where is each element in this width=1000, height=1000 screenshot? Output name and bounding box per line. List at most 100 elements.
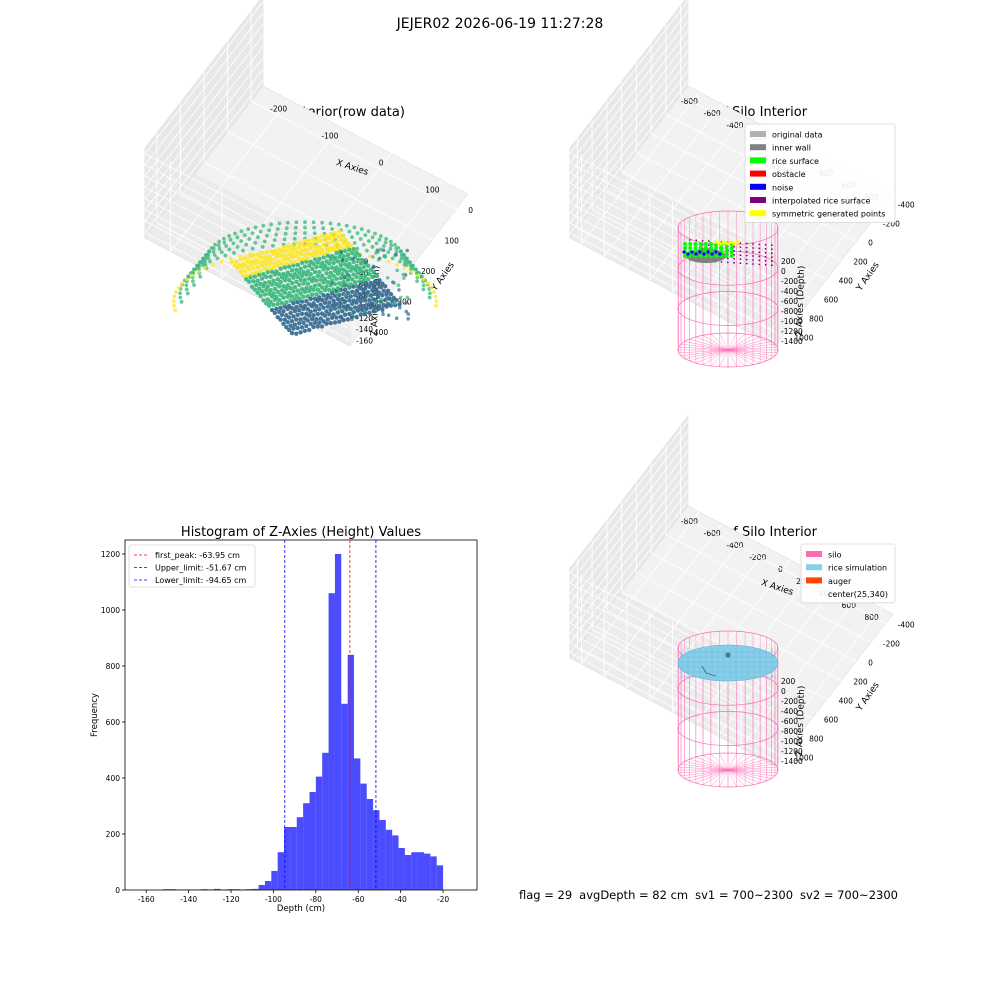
raw-point [184,277,189,282]
raw-point [344,307,349,312]
raw-point [334,315,339,320]
grid-line [144,1,264,154]
y-axis-label: Y Axies [429,260,457,293]
raw-point [238,256,243,262]
silo-spoke [727,336,761,351]
raw-point [324,321,329,326]
class-point [714,254,719,258]
raw-point [231,241,236,246]
hist-bar [182,889,189,890]
raw-point [235,235,240,240]
raw-point [354,250,359,256]
raw-point [421,277,426,282]
silo-spoke [695,756,729,771]
y-tick-label: -200 [883,220,900,229]
raw-point [331,260,336,266]
silo-spoke [695,349,729,364]
raw-point [361,277,366,282]
raw-point [302,303,308,309]
raw-point [293,231,298,236]
z-tick-label: -200 [781,697,798,706]
raw-point [257,259,262,265]
class-point [729,240,733,244]
raw-point [277,221,282,226]
silo-spoke [727,756,761,771]
legend-label: original data [772,131,823,140]
raw-point [288,310,293,316]
raw-point [358,312,363,317]
raw-point [321,305,326,310]
raw-point [254,282,259,288]
raw-point [318,290,323,295]
hist-bar [303,803,310,890]
class-point [698,246,703,250]
raw-point [292,259,298,265]
legend-label: inner wall [772,144,811,153]
raw-point [294,304,299,310]
raw-point [284,286,289,291]
raw-point [354,314,359,320]
grid-line [577,648,783,757]
silo-ring [677,291,779,326]
class-point [709,242,713,246]
raw-point [318,238,324,243]
grid-line [144,12,264,166]
hist-bar [334,554,342,890]
raw-point [277,283,282,289]
raw-point [305,256,311,261]
raw-point [261,284,266,289]
raw-point [278,279,283,285]
raw-point [434,299,439,304]
z-tick-label: -140 [356,325,373,334]
hist-bar [366,799,374,890]
raw-point [262,255,268,260]
raw-point [284,248,289,253]
legend-label: Lower_limit: -94.65 cm [155,576,247,585]
grid-line [569,602,776,712]
raw-point [328,320,333,326]
class-point [771,260,773,263]
raw-point [192,267,196,272]
class-point [739,254,742,257]
raw-point [366,239,371,243]
raw-point [279,249,285,254]
raw-point [294,267,299,273]
raw-point [308,309,313,314]
raw-point [281,295,286,300]
silo-spoke [727,763,776,771]
raw-point [259,289,265,294]
raw-point [365,277,371,282]
hist-bar [233,889,240,890]
raw-point [295,325,300,331]
raw-point [322,300,328,306]
legend-box [128,544,256,588]
grid-line [227,131,433,240]
raw-point [377,237,382,242]
y-tick-label: 1200 [101,550,120,559]
grid-line [569,642,776,752]
raw-point [361,303,366,309]
x-tick-label: -800 [681,97,698,106]
raw-point [384,236,389,241]
raw-point [327,274,332,280]
silo-spoke [727,753,737,771]
raw-point [347,286,352,290]
raw-point [355,257,361,263]
hist-bar [411,852,418,890]
x-tick-label: -400 [726,121,743,130]
raw-point [338,237,344,243]
raw-point [299,311,305,317]
raw-point [360,269,365,274]
hist-bar [436,865,444,890]
raw-point [279,275,285,280]
raw-point [332,268,338,274]
raw-point [264,250,269,255]
raw-point [335,259,341,264]
raw-point [302,328,308,334]
z-tick-label: -800 [781,307,798,316]
silo-spoke [727,338,767,351]
x-tick-label: -100 [265,895,282,904]
raw-point [331,273,336,279]
raw-point [195,266,200,271]
raw-point [333,230,338,236]
